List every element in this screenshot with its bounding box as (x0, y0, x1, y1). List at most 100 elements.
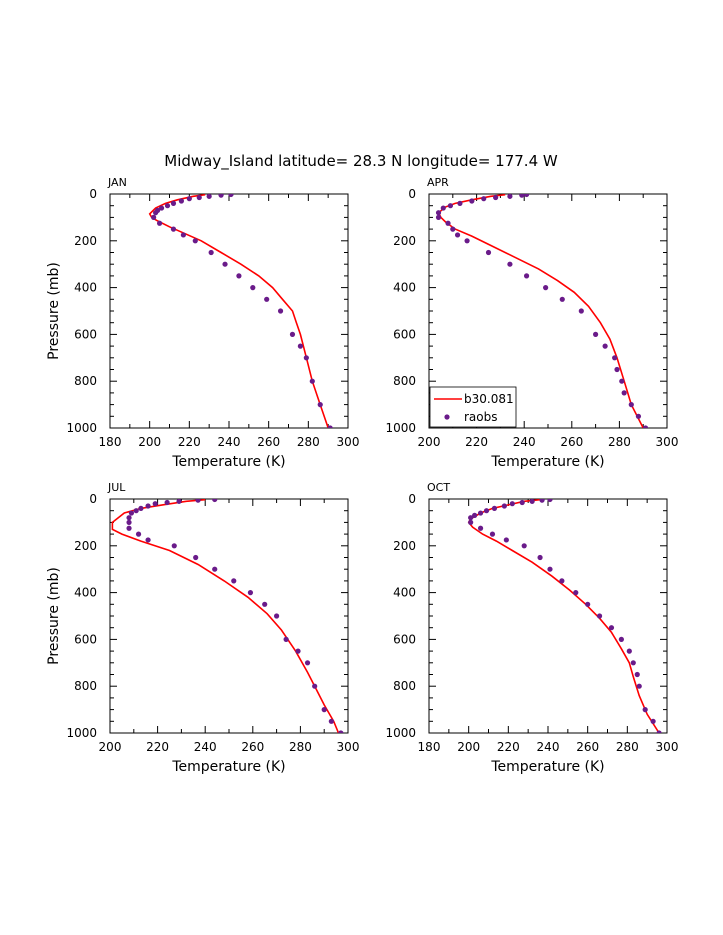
obs-point (501, 503, 507, 509)
obs-point (619, 378, 625, 384)
obs-point (180, 232, 186, 238)
y-tick-label: 1000 (66, 726, 97, 740)
panels: JAN 180 200 220 240 260 280 300 0 200 400 600 800 100… (46, 176, 678, 775)
obs-point (193, 554, 199, 561)
obs-point (543, 285, 549, 291)
obs-point (264, 296, 270, 302)
y-tick-label: 800 (393, 679, 416, 693)
obs-point (519, 499, 525, 506)
obs-point (247, 590, 254, 596)
obs-point (621, 390, 627, 396)
obs-point (262, 601, 268, 607)
y-tick-label: 200 (74, 234, 97, 248)
obs-point (491, 505, 498, 511)
x-tick-label: 280 (297, 435, 320, 449)
y-tick-label: 0 (408, 187, 416, 201)
obs-point (206, 194, 212, 199)
model-line-jan (148, 194, 329, 428)
obs-point (158, 205, 165, 211)
y-axis-label-jul: Pressure (mb) (46, 567, 62, 665)
y-tick-label: 400 (74, 586, 97, 600)
obs-point (212, 566, 218, 572)
obs-point (218, 194, 224, 198)
x-tick-label: 200 (418, 435, 441, 449)
obs-point (328, 718, 334, 724)
obs-point (195, 499, 201, 503)
y-tick-label: 400 (74, 281, 97, 295)
panel-jul: JUL 200 220 240 260 280 300 0 200 400 600 800 1000 Te… (46, 481, 359, 775)
obs-point (596, 613, 603, 619)
obs-point (297, 343, 303, 349)
obs-point (196, 194, 202, 201)
obs-point (507, 261, 513, 267)
plot-area-oct (467, 499, 662, 733)
obs-point (170, 226, 177, 232)
obs-point (468, 519, 474, 526)
obs-point (493, 194, 499, 201)
obs-point (642, 707, 648, 713)
obs-point (231, 578, 237, 584)
x-tick-label: 240 (537, 740, 560, 754)
obs-point (559, 296, 565, 302)
model-line-oct (467, 499, 660, 733)
obs-point (614, 366, 620, 373)
y-tick-label: 400 (393, 281, 416, 295)
obs-point (133, 508, 139, 514)
obs-point (457, 200, 463, 206)
obs-point (317, 402, 323, 408)
y-axis-label-jan: Pressure (mb) (46, 262, 62, 360)
obs-point (585, 601, 591, 607)
obs-point (228, 194, 234, 198)
y-tick-label: 1000 (66, 421, 97, 435)
legend-box (429, 386, 517, 428)
obs-point (454, 232, 461, 238)
panel-apr: APR 200 220 240 260 280 300 0 200 400 600 800 1000 Te… (385, 176, 678, 470)
y-tick-label: 0 (89, 492, 97, 506)
x-tick-label: 300 (337, 740, 360, 754)
obs-point (612, 355, 618, 361)
x-tick-label: 260 (241, 740, 264, 754)
obs-point (618, 636, 624, 643)
obs-point (283, 636, 289, 643)
y-tick-label: 0 (408, 492, 416, 506)
obs-point (608, 625, 615, 631)
y-tick-label: 1000 (385, 726, 416, 740)
obs-point (447, 203, 454, 209)
obs-point (176, 499, 182, 504)
obs-point (547, 499, 553, 503)
obs-point (138, 505, 144, 511)
obs-point (295, 648, 301, 654)
x-tick-label: 180 (418, 740, 441, 754)
obs-point (521, 543, 527, 549)
y-tick-label: 400 (393, 586, 416, 600)
obs-point (128, 510, 135, 516)
x-tick-label: 260 (560, 435, 583, 449)
obs-point (628, 402, 634, 408)
x-tick-label: 240 (194, 740, 217, 754)
y-tick-label: 600 (393, 327, 416, 341)
plot-area-jul (111, 499, 344, 733)
obs-point (634, 671, 640, 678)
obs-point (642, 425, 649, 428)
obs-point (152, 501, 158, 507)
obs-point (450, 226, 456, 232)
y-tick-label: 200 (393, 539, 416, 553)
obs-point (469, 198, 475, 204)
obs-point (192, 238, 198, 244)
obs-point (126, 525, 132, 531)
obs-point (602, 343, 608, 349)
obs-point (635, 413, 642, 419)
obs-point (559, 578, 565, 584)
x-tick-label: 220 (178, 435, 201, 449)
x-tick-label: 200 (138, 435, 161, 449)
y-tick-label: 0 (89, 187, 97, 201)
plot-area-apr (435, 194, 649, 428)
obs-point (539, 499, 545, 503)
obs-point (208, 249, 214, 256)
obs-point (477, 510, 484, 516)
obs-point (626, 648, 632, 654)
legend-marker-swatch (444, 414, 450, 420)
obs-point (274, 613, 280, 619)
obs-point (472, 512, 478, 518)
